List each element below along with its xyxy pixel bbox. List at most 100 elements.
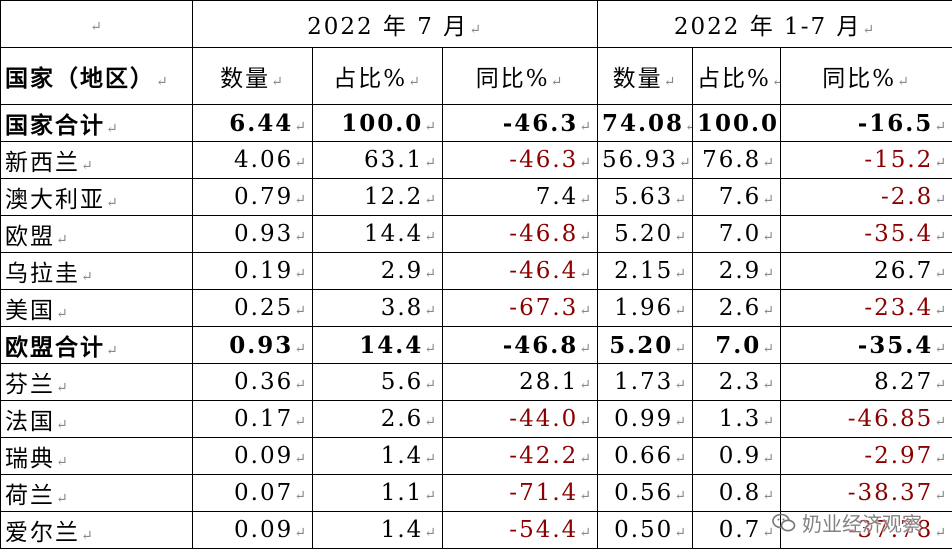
- table-row: 爱尔兰↵ 0.09↵ 1.4↵ -54.4↵ 0.50↵ 0.7↵ -37.78↵: [0, 511, 952, 549]
- yoy-2-cell: -35.4↵: [780, 215, 952, 253]
- table-row: 新西兰↵ 4.06↵ 63.1↵ -46.3↵ 56.93↵ 76.8↵ -15.2↵: [0, 141, 952, 179]
- yoy-2-cell: -23.4↵: [780, 289, 952, 327]
- period-2-header: 2022 年 1-7 月↵: [597, 0, 952, 48]
- country-cell: 欧盟合计↵: [0, 326, 193, 364]
- share-1-cell: 12.2↵: [312, 178, 443, 216]
- qty-2-cell: 56.93↵: [597, 141, 694, 179]
- qty-2-header: 数量↵: [597, 47, 694, 105]
- yoy-2-cell: -2.97↵: [780, 437, 952, 475]
- qty-1-cell: 0.79↵: [192, 178, 313, 216]
- yoy-1-cell: 28.1↵: [441, 363, 599, 401]
- yoy-2-cell: -15.2↵: [780, 141, 952, 179]
- share-2-cell: 7.0↵: [692, 326, 782, 364]
- country-cell: 爱尔兰↵: [0, 511, 193, 549]
- qty-1-cell: 0.36↵: [192, 363, 313, 401]
- qty-1-cell: 0.09↵: [192, 437, 313, 475]
- country-cell: 荷兰↵: [0, 474, 193, 512]
- yoy-2-cell: -2.8↵: [780, 178, 952, 216]
- yoy-2-cell: 26.7↵: [780, 252, 952, 290]
- period-1-header: 2022 年 7 月↵: [191, 0, 599, 48]
- yoy-2-cell: 8.27↵: [780, 363, 952, 401]
- qty-2-cell: 1.73↵: [597, 363, 694, 401]
- qty-2-cell: 0.66↵: [597, 437, 694, 475]
- share-2-cell: 1.3↵: [692, 400, 782, 438]
- share-2-cell: 100.0↵: [692, 104, 782, 142]
- share-1-cell: 5.6↵: [312, 363, 443, 401]
- share-1-cell: 14.4↵: [312, 326, 443, 364]
- share-1-cell: 63.1↵: [312, 141, 443, 179]
- yoy-1-cell: -46.3↵: [441, 104, 599, 142]
- yoy-1-cell: -42.2↵: [441, 437, 599, 475]
- country-cell: 乌拉圭↵: [0, 252, 193, 290]
- table-row: 瑞典↵ 0.09↵ 1.4↵ -42.2↵ 0.66↵ 0.9↵ -2.97↵: [0, 437, 952, 475]
- country-cell: 新西兰↵: [0, 141, 193, 179]
- yoy-1-cell: -46.3↵: [441, 141, 599, 179]
- qty-1-cell: 0.93↵: [192, 326, 313, 364]
- country-cell: 美国↵: [0, 289, 193, 327]
- table-body: 国家合计↵6.44↵100.0↵-46.3↵74.08↵100.0↵-16.5↵…: [0, 104, 952, 549]
- qty-1-cell: 0.19↵: [192, 252, 313, 290]
- yoy-1-cell: -71.4↵: [441, 474, 599, 512]
- qty-2-cell: 74.08↵: [597, 104, 694, 142]
- yoy-1-header: 同比%↵: [441, 47, 599, 105]
- share-2-cell: 76.8↵: [692, 141, 782, 179]
- qty-1-cell: 0.93↵: [192, 215, 313, 253]
- period-header-row: ↵ 2022 年 7 月↵ 2022 年 1-7 月↵: [0, 0, 952, 48]
- table-row: 美国↵ 0.25↵ 3.8↵ -67.3↵ 1.96↵ 2.6↵ -23.4↵: [0, 289, 952, 327]
- table-row: 欧盟合计↵ 0.93↵ 14.4↵ -46.8↵ 5.20↵ 7.0↵ -35.4↵: [0, 326, 952, 364]
- share-2-cell: 0.7↵: [692, 511, 782, 549]
- qty-1-cell: 0.07↵: [192, 474, 313, 512]
- share-2-cell: 2.6↵: [692, 289, 782, 327]
- table-row: 芬兰↵ 0.36↵ 5.6↵ 28.1↵ 1.73↵ 2.3↵ 8.27↵: [0, 363, 952, 401]
- share-2-cell: 7.6↵: [692, 178, 782, 216]
- share-1-cell: 1.4↵: [312, 511, 443, 549]
- qty-1-header: 数量↵: [192, 47, 313, 105]
- share-1-header: 占比%↵: [312, 47, 443, 105]
- table-row: 法国↵ 0.17↵ 2.6↵ -44.0↵ 0.99↵ 1.3↵ -46.85↵: [0, 400, 952, 438]
- share-1-cell: 2.9↵: [312, 252, 443, 290]
- yoy-2-cell: -37.78↵: [780, 511, 952, 549]
- yoy-2-cell: -46.85↵: [780, 400, 952, 438]
- share-2-cell: 0.9↵: [692, 437, 782, 475]
- column-header-row: 国家（地区）↵ 数量↵ 占比%↵ 同比%↵ 数量↵ 占比%↵ 同比%↵: [0, 47, 952, 105]
- yoy-1-cell: -46.8↵: [441, 215, 599, 253]
- qty-2-cell: 2.15↵: [597, 252, 694, 290]
- qty-1-cell: 0.17↵: [192, 400, 313, 438]
- yoy-1-cell: -44.0↵: [441, 400, 599, 438]
- country-cell: 芬兰↵: [0, 363, 193, 401]
- yoy-2-cell: -35.4↵: [780, 326, 952, 364]
- corner-cell: ↵: [0, 0, 193, 48]
- share-1-cell: 14.4↵: [312, 215, 443, 253]
- yoy-1-cell: -46.4↵: [441, 252, 599, 290]
- share-1-cell: 1.4↵: [312, 437, 443, 475]
- share-2-cell: 7.0↵: [692, 215, 782, 253]
- qty-2-cell: 0.99↵: [597, 400, 694, 438]
- qty-2-cell: 1.96↵: [597, 289, 694, 327]
- table-row: 澳大利亚↵ 0.79↵ 12.2↵ 7.4↵ 5.63↵ 7.6↵ -2.8↵: [0, 178, 952, 216]
- table-row: 国家合计↵6.44↵100.0↵-46.3↵74.08↵100.0↵-16.5↵: [0, 104, 952, 142]
- qty-2-cell: 5.63↵: [597, 178, 694, 216]
- country-cell: 瑞典↵: [0, 437, 193, 475]
- share-2-cell: 0.8↵: [692, 474, 782, 512]
- qty-2-cell: 0.56↵: [597, 474, 694, 512]
- yoy-1-cell: 7.4↵: [441, 178, 599, 216]
- yoy-1-cell: -67.3↵: [441, 289, 599, 327]
- country-cell: 澳大利亚↵: [0, 178, 193, 216]
- table-row: 乌拉圭↵ 0.19↵ 2.9↵ -46.4↵ 2.15↵ 2.9↵ 26.7↵: [0, 252, 952, 290]
- share-2-cell: 2.3↵: [692, 363, 782, 401]
- yoy-2-cell: -16.5↵: [780, 104, 952, 142]
- yoy-2-cell: -38.37↵: [780, 474, 952, 512]
- table-row: 欧盟↵ 0.93↵ 14.4↵ -46.8↵ 5.20↵ 7.0↵ -35.4↵: [0, 215, 952, 253]
- table-row: 荷兰↵ 0.07↵ 1.1↵ -71.4↵ 0.56↵ 0.8↵ -38.37↵: [0, 474, 952, 512]
- qty-1-cell: 4.06↵: [192, 141, 313, 179]
- qty-2-cell: 5.20↵: [597, 215, 694, 253]
- qty-1-cell: 0.25↵: [192, 289, 313, 327]
- qty-2-cell: 0.50↵: [597, 511, 694, 549]
- yoy-2-header: 同比%↵: [780, 47, 952, 105]
- yoy-1-cell: -46.8↵: [441, 326, 599, 364]
- country-cell: 法国↵: [0, 400, 193, 438]
- qty-1-cell: 0.09↵: [192, 511, 313, 549]
- share-1-cell: 1.1↵: [312, 474, 443, 512]
- share-1-cell: 2.6↵: [312, 400, 443, 438]
